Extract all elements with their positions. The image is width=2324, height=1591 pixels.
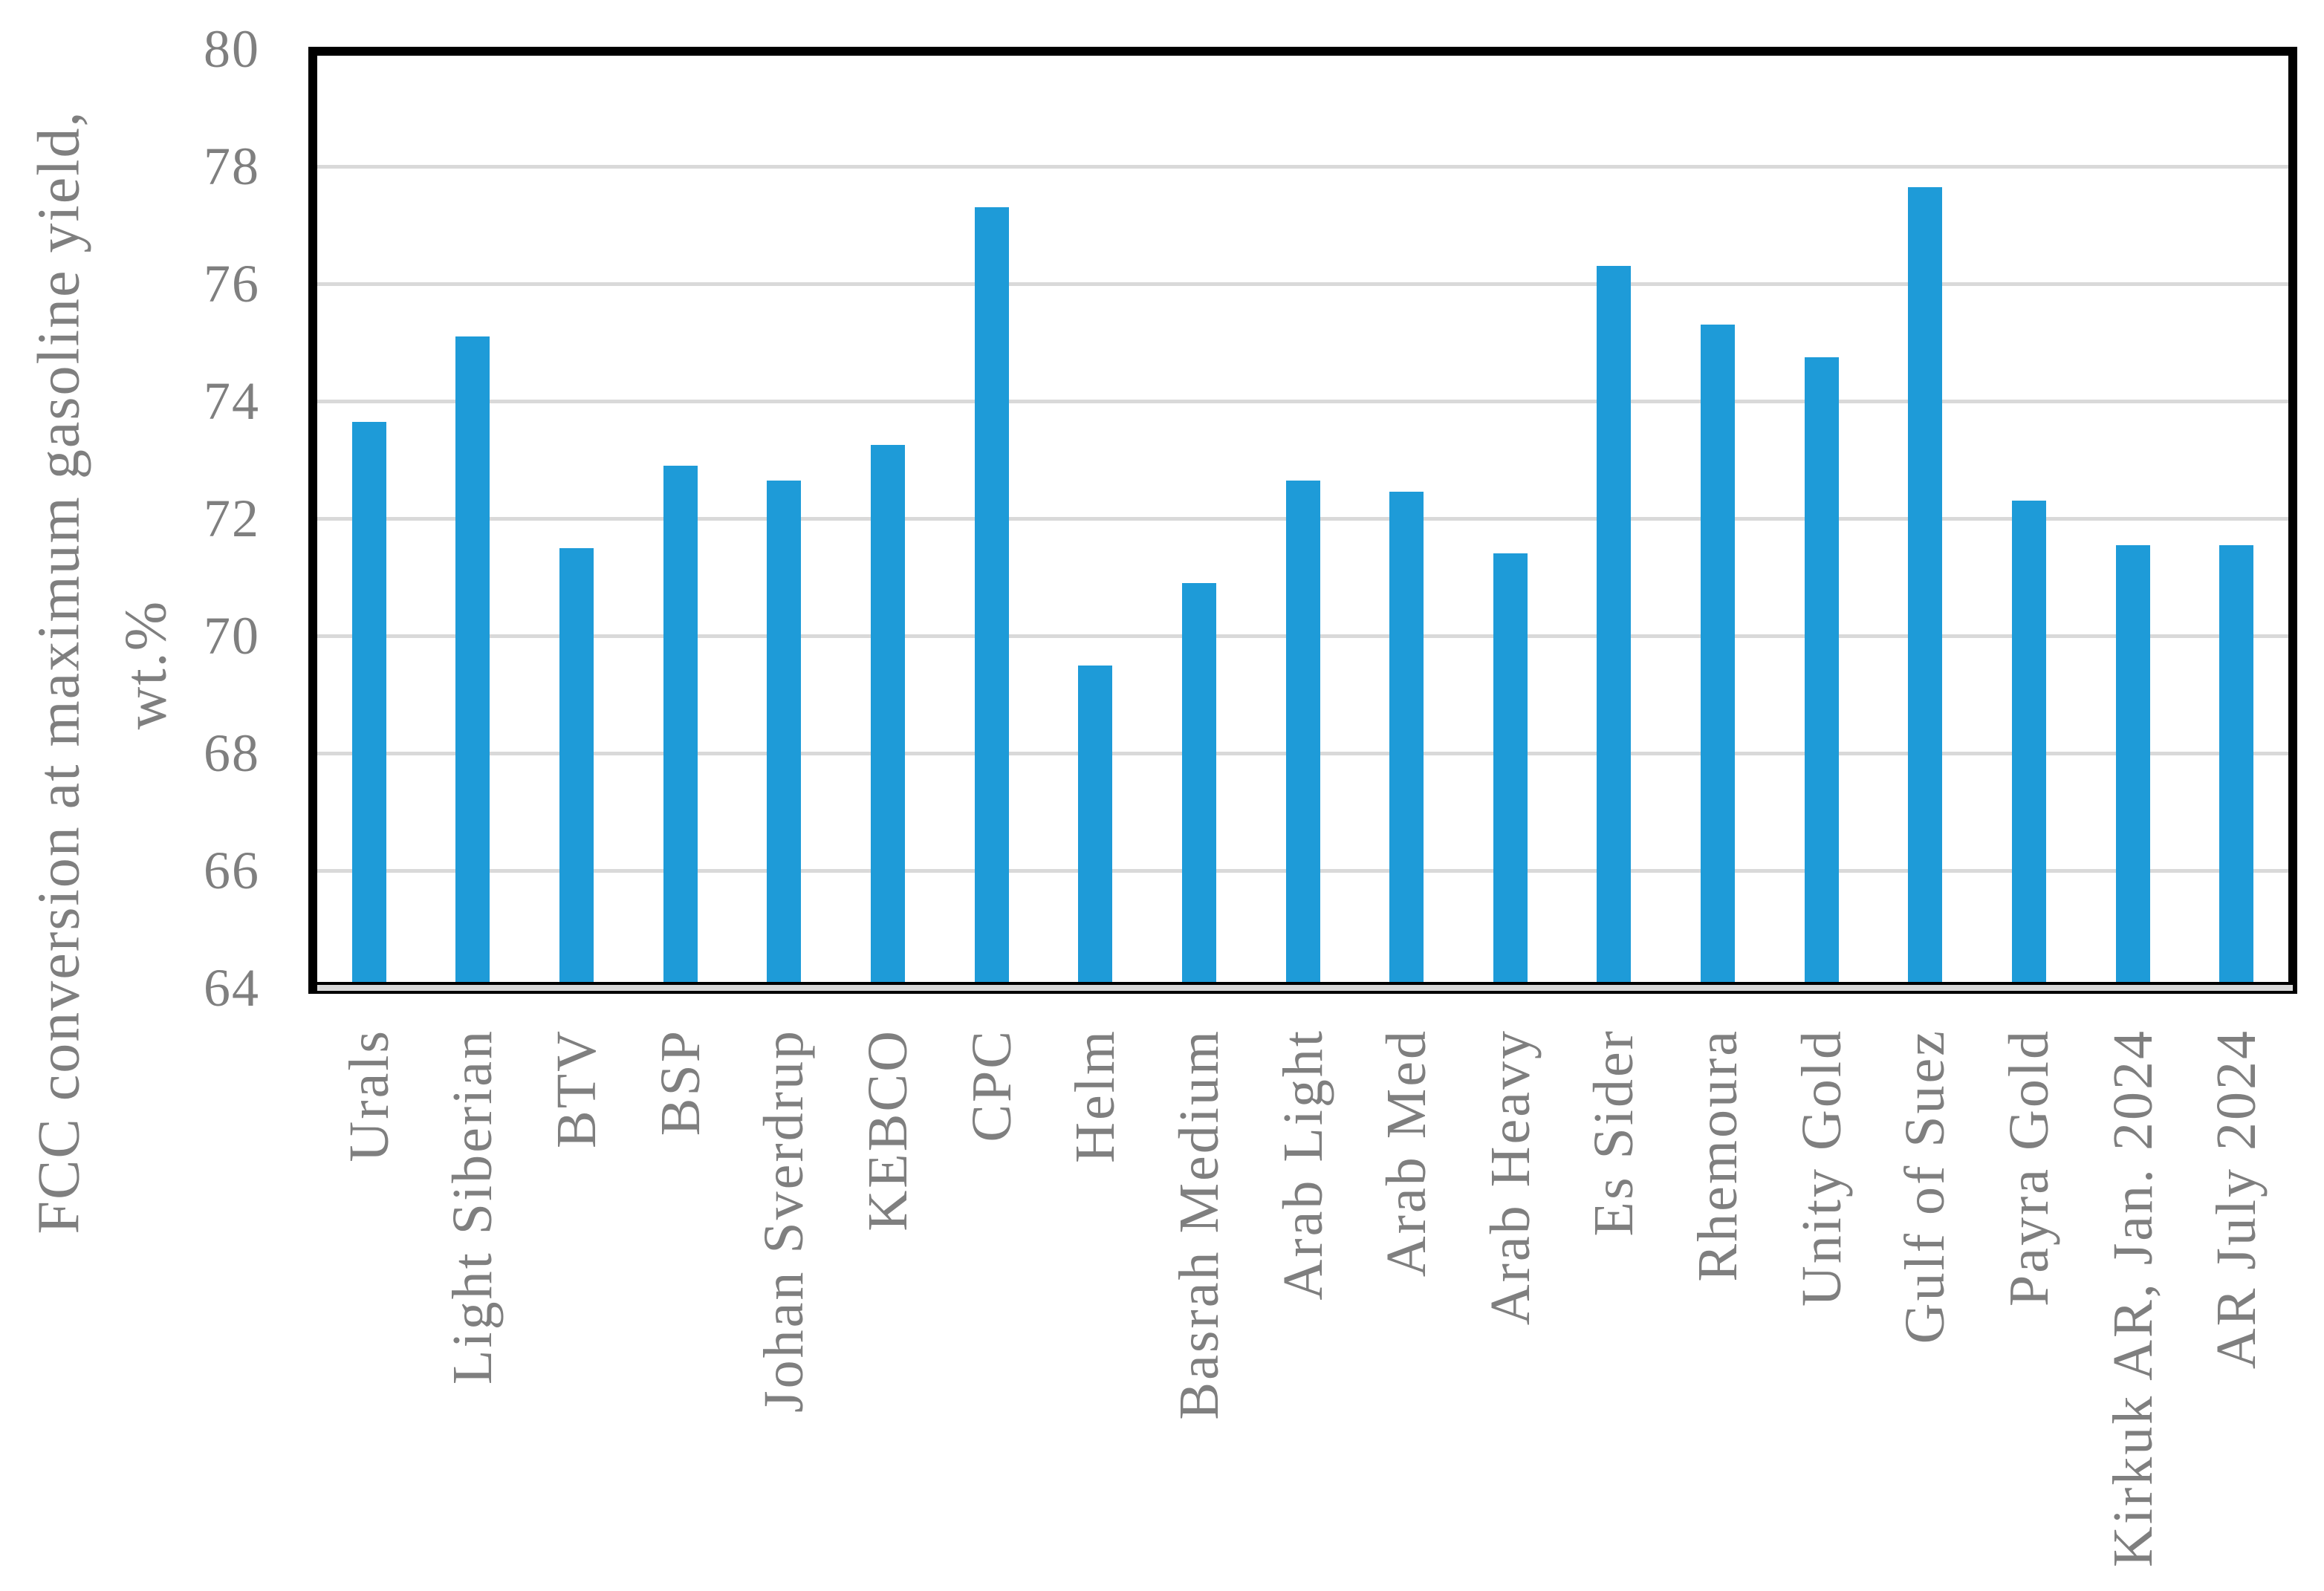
y-tick-label-70: 70 — [204, 606, 260, 666]
frame-top-border — [308, 47, 2297, 56]
x-label-kirkuk-ar-jan-2024: Kirkuk AR, Jan. 2024 — [2101, 1029, 2164, 1567]
bar-cpc — [974, 207, 1009, 982]
x-label-kebco: KEBCO — [856, 1029, 919, 1232]
x-label-btv: BTV — [545, 1029, 608, 1148]
y-tick-label-80: 80 — [204, 19, 260, 79]
gridline-74 — [317, 399, 2288, 403]
x-label-cpc: CPC — [960, 1029, 1023, 1142]
bar-kirkuk-ar-jan-2024 — [2115, 544, 2150, 982]
bar-light-siberian — [455, 336, 490, 982]
x-label-arab-med: Arab Med — [1375, 1029, 1438, 1278]
bar-urals — [351, 421, 386, 982]
x-label-johan-sverdrup: Johan Sverdrup — [753, 1029, 816, 1413]
x-label-light-siberian: Light Siberian — [441, 1029, 504, 1385]
bar-payra-gold — [2011, 501, 2046, 982]
gridline-78 — [317, 164, 2288, 169]
frame-bottom-shadow — [317, 985, 2293, 991]
bar-unity-gold — [1804, 357, 1839, 982]
x-label-gulf-of-suez: Gulf of Suez — [1894, 1029, 1957, 1344]
x-label-helm: Helm — [1064, 1029, 1127, 1163]
x-label-bsp: BSP — [649, 1029, 712, 1136]
x-label-rhemoura: Rhemoura — [1687, 1029, 1750, 1282]
x-label-ar-july-2024: AR July 2024 — [2205, 1029, 2268, 1370]
bar-gulf-of-suez — [1908, 186, 1943, 982]
bar-kebco — [870, 445, 905, 982]
frame-right-border — [2288, 47, 2297, 994]
bar-basrah-medium — [1181, 582, 1216, 982]
x-label-arab-light: Arab Light — [1271, 1029, 1334, 1301]
bar-ar-july-2024 — [2219, 544, 2254, 982]
bar-johan-sverdrup — [767, 480, 802, 982]
y-tick-label-64: 64 — [204, 958, 260, 1018]
x-label-basrah-medium: Basrah Medium — [1167, 1029, 1230, 1420]
y-tick-label-76: 76 — [204, 254, 260, 313]
bar-rhemoura — [1701, 325, 1736, 982]
x-label-urals: Urals — [337, 1029, 400, 1162]
gridline-76 — [317, 282, 2288, 286]
x-label-payra-gold: Payra Gold — [1997, 1029, 2060, 1307]
bar-helm — [1078, 665, 1113, 982]
y-tick-label-74: 74 — [204, 371, 260, 431]
frame-left-border — [308, 47, 317, 994]
y-tick-label-66: 66 — [204, 841, 260, 900]
bar-arab-med — [1389, 492, 1424, 982]
bar-btv — [559, 547, 594, 982]
y-tick-label-72: 72 — [204, 489, 260, 548]
x-label-es-sider: Es Sider — [1583, 1029, 1646, 1237]
bar-es-sider — [1597, 266, 1632, 982]
x-label-unity-gold: Unity Gold — [1790, 1029, 1853, 1307]
y-tick-label-78: 78 — [204, 137, 260, 196]
y-tick-label-68: 68 — [204, 723, 260, 783]
bar-arab-heavy — [1493, 553, 1528, 982]
x-label-arab-heavy: Arab Heavy — [1479, 1029, 1542, 1326]
bar-bsp — [663, 465, 698, 982]
bar-arab-light — [1285, 480, 1320, 982]
